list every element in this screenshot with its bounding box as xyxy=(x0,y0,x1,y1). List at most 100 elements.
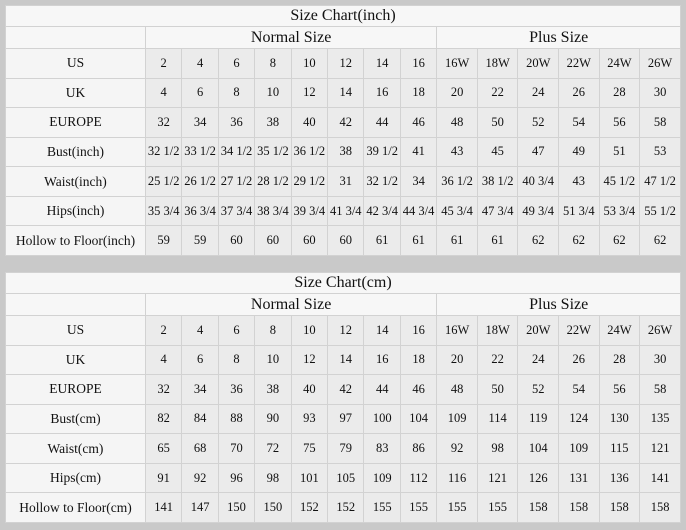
table-row: Waist(cm) 65 68 70 72 75 79 83 86 92 98 104 109 115 12… xyxy=(5,433,681,464)
table-row: Hips(inch) 35 3/4 36 3/4 37 3/4 38 3/4 39 3/4… xyxy=(5,195,681,227)
size-cell: 10 xyxy=(290,48,329,79)
size-cell: 10 xyxy=(254,77,292,109)
size-cell: 158 xyxy=(598,492,641,523)
size-cell: 41 xyxy=(399,136,438,168)
size-cell: 88 xyxy=(217,403,256,435)
size-cell: 58 xyxy=(639,107,681,138)
size-cell: 18 xyxy=(399,77,438,109)
size-cell: 29 1/2 xyxy=(290,166,329,197)
size-cell: 58 xyxy=(639,374,681,405)
size-cell: 4 xyxy=(181,48,219,79)
size-cell: 8 xyxy=(217,77,256,109)
size-cell: 18W xyxy=(476,315,519,346)
size-cell: 6 xyxy=(181,77,219,109)
size-cell: 135 xyxy=(639,403,681,435)
size-cell: 49 3/4 xyxy=(517,195,559,227)
group-normal-size: Normal Size xyxy=(144,26,438,49)
size-cell: 16W xyxy=(436,48,478,79)
size-cell: 27 1/2 xyxy=(217,166,256,197)
size-cell: 155 xyxy=(476,492,519,523)
size-cell: 22 xyxy=(476,77,519,109)
size-cell: 98 xyxy=(254,462,292,494)
size-cell: 112 xyxy=(399,462,438,494)
size-cell: 20W xyxy=(517,315,560,346)
group-normal-size: Normal Size xyxy=(144,293,438,316)
size-cell: 79 xyxy=(327,433,365,464)
size-cell: 158 xyxy=(517,492,560,523)
row-label: US xyxy=(5,315,146,346)
size-cell: 16 xyxy=(399,48,438,79)
size-cell: 136 xyxy=(598,462,641,494)
row-label: US xyxy=(5,48,146,79)
size-cell: 61 xyxy=(436,225,478,256)
size-cell: 62 xyxy=(517,225,559,256)
size-cell: 115 xyxy=(598,433,641,464)
row-label: Waist(cm) xyxy=(5,433,146,464)
size-cell: 39 1/2 xyxy=(363,136,401,168)
size-cell: 32 1/2 xyxy=(363,166,401,197)
size-cell: 22 xyxy=(476,344,519,376)
size-cell: 93 xyxy=(290,403,329,435)
size-cell: 28 xyxy=(598,344,641,376)
size-cell: 45 3/4 xyxy=(436,195,478,227)
size-cell: 141 xyxy=(639,462,681,494)
size-cell: 54 xyxy=(558,374,600,405)
size-cell: 35 3/4 xyxy=(144,195,183,227)
size-cell: 48 xyxy=(436,374,478,405)
size-cell: 26 xyxy=(558,344,600,376)
size-cell: 75 xyxy=(290,433,329,464)
size-cell: 43 xyxy=(436,136,478,168)
size-cell: 61 xyxy=(476,225,519,256)
row-label: Hollow to Floor(cm) xyxy=(5,492,146,523)
size-cell: 6 xyxy=(181,344,219,376)
size-cell: 68 xyxy=(181,433,219,464)
size-cell: 8 xyxy=(217,344,256,376)
size-cell: 42 xyxy=(327,374,365,405)
table-row: Waist(inch) 25 1/2 26 1/2 27 1/2 28 1/2 29 1/… xyxy=(5,166,681,197)
table-row: Hips(cm) 91 92 96 98 101 105 109 112 116 121 126 131… xyxy=(5,462,681,494)
size-cell: 104 xyxy=(517,433,560,464)
size-cell: 8 xyxy=(254,48,292,79)
size-cell: 53 3/4 xyxy=(598,195,641,227)
size-cell: 44 xyxy=(363,107,401,138)
size-cell: 8 xyxy=(254,315,292,346)
row-label: Bust(inch) xyxy=(5,136,146,168)
size-cell: 26W xyxy=(639,48,681,79)
size-cell: 70 xyxy=(217,433,256,464)
size-cell: 26 xyxy=(558,77,600,109)
row-label: UK xyxy=(5,77,146,109)
size-cell: 44 xyxy=(363,374,401,405)
size-cell: 152 xyxy=(290,492,329,523)
size-cell: 86 xyxy=(399,433,438,464)
size-cell: 52 xyxy=(517,107,559,138)
size-cell: 30 xyxy=(639,344,681,376)
row-label: Hips(inch) xyxy=(5,195,146,227)
size-cell: 30 xyxy=(639,77,681,109)
size-cell: 131 xyxy=(558,462,600,494)
size-cell: 14 xyxy=(363,315,401,346)
size-cell: 100 xyxy=(363,403,401,435)
size-cell: 51 3/4 xyxy=(558,195,600,227)
size-cell: 46 xyxy=(399,374,438,405)
size-cell: 26W xyxy=(639,315,681,346)
size-cell: 47 xyxy=(517,136,559,168)
size-cell: 40 xyxy=(290,107,329,138)
size-cell: 43 xyxy=(558,166,600,197)
size-cell: 155 xyxy=(399,492,438,523)
row-label: Bust(cm) xyxy=(5,403,146,435)
table-row: Hollow to Floor(cm) 141 147 150 150 152 152 155… xyxy=(5,492,681,523)
blank-cell xyxy=(5,26,146,49)
size-cell: 49 xyxy=(558,136,600,168)
size-cell: 109 xyxy=(436,403,478,435)
table-row: US 2 4 6 8 10 12 14 16 16W 18W 20W 22W 24W 26W xyxy=(5,48,681,79)
size-table: Size Chart(cm) Normal Size Plus Size US 2 4 6 8… xyxy=(5,272,681,523)
size-cell: 18 xyxy=(399,344,438,376)
size-cell: 31 xyxy=(327,166,365,197)
table-row: Hollow to Floor(inch) 59 59 60 60 60 60 61 61 61 6… xyxy=(5,225,681,256)
size-cell: 53 xyxy=(639,136,681,168)
size-cell: 72 xyxy=(254,433,292,464)
size-cell: 40 3/4 xyxy=(517,166,559,197)
size-cell: 52 xyxy=(517,374,560,405)
size-cell: 114 xyxy=(476,403,519,435)
table-row: UK 4 6 8 10 12 14 16 18 20 22 24 26 28 30 xyxy=(5,344,681,376)
